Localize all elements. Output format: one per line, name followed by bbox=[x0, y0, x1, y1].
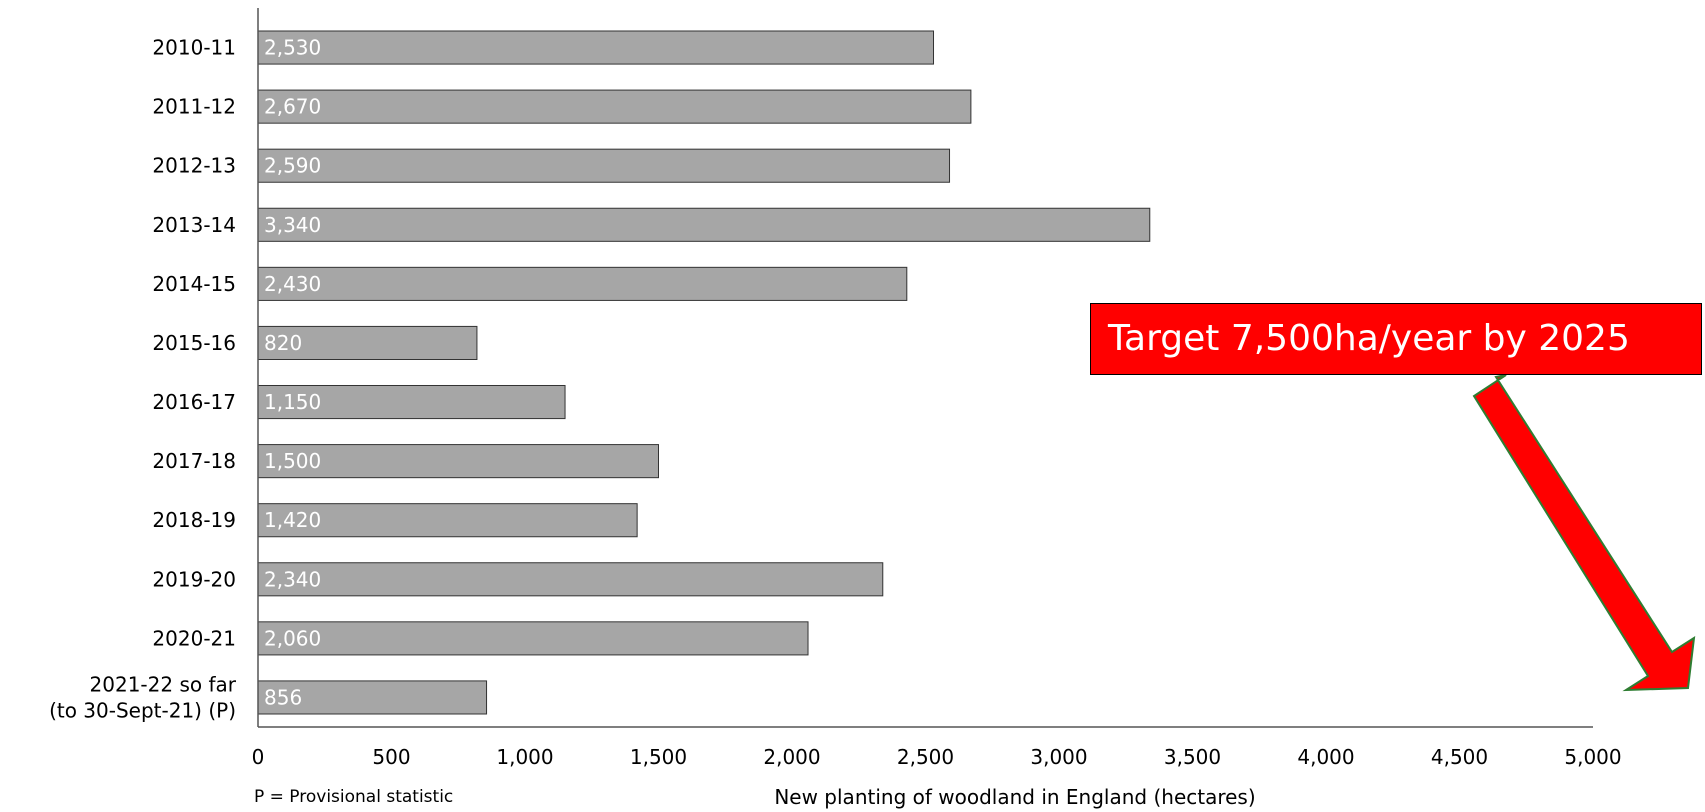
bar bbox=[257, 444, 659, 479]
category-label: 2018-19 bbox=[152, 508, 236, 532]
x-tick-label: 4,000 bbox=[1297, 745, 1354, 769]
bar bbox=[257, 30, 935, 65]
bar-value-label: 2,340 bbox=[264, 567, 321, 591]
x-tick-label: 5,000 bbox=[1564, 745, 1621, 769]
target-arrow bbox=[1472, 374, 1696, 692]
bar-value-label: 820 bbox=[264, 331, 302, 355]
category-label-line: 2016-17 bbox=[152, 390, 236, 414]
bar-value-label: 1,420 bbox=[264, 508, 321, 532]
target-annotation-text: Target 7,500ha/year by 2025 bbox=[1108, 318, 1630, 359]
bar-value-label: 2,530 bbox=[264, 36, 321, 60]
category-label: 2015-16 bbox=[152, 331, 236, 355]
category-label: 2014-15 bbox=[152, 272, 236, 296]
x-tick-label: 1,500 bbox=[630, 745, 687, 769]
bar bbox=[257, 621, 809, 656]
category-label: 2013-14 bbox=[152, 213, 236, 237]
bar bbox=[257, 266, 908, 301]
category-label-line: 2019-20 bbox=[152, 567, 236, 591]
bar-value-label: 856 bbox=[264, 685, 302, 709]
bar-value-label: 2,670 bbox=[264, 95, 321, 119]
category-label-line: 2021-22 so far bbox=[90, 672, 237, 696]
x-tick-label: 3,500 bbox=[1164, 745, 1221, 769]
x-tick-label: 1,000 bbox=[496, 745, 553, 769]
bar bbox=[257, 89, 972, 124]
category-label-line: (to 30-Sept-21) (P) bbox=[49, 698, 236, 722]
bar bbox=[257, 384, 566, 420]
category-label: 2010-11 bbox=[152, 36, 236, 60]
category-label-line: 2010-11 bbox=[152, 36, 236, 60]
x-tick-label: 2,000 bbox=[763, 745, 820, 769]
x-tick-label: 2,500 bbox=[897, 745, 954, 769]
x-tick-label: 4,500 bbox=[1431, 745, 1488, 769]
x-tick-label: 500 bbox=[372, 745, 410, 769]
category-label: 2012-13 bbox=[152, 154, 236, 178]
category-label: 2011-12 bbox=[152, 95, 236, 119]
bar bbox=[257, 503, 638, 538]
x-tick-label: 0 bbox=[252, 745, 265, 769]
category-label: 2021-22 so far (to 30-Sept-21) (P) bbox=[49, 672, 237, 722]
category-label-line: 2017-18 bbox=[152, 449, 236, 473]
bar-value-label: 1,500 bbox=[264, 449, 321, 473]
category-label-line: 2011-12 bbox=[152, 95, 236, 119]
category-label-line: 2012-13 bbox=[152, 154, 236, 178]
category-label-line: 2018-19 bbox=[152, 508, 236, 532]
bar-value-label: 1,150 bbox=[264, 390, 321, 414]
category-label-line: 2015-16 bbox=[152, 331, 236, 355]
bar bbox=[257, 148, 951, 183]
category-label-line: 2013-14 bbox=[152, 213, 236, 237]
bar-value-label: 3,340 bbox=[264, 213, 321, 237]
category-label: 2020-21 bbox=[152, 626, 236, 650]
bars-layer: 2,530 2,670 2,590 3,340 2,430 820 1,150 1,500 1,… bbox=[257, 30, 1151, 715]
bar-value-label: 2,590 bbox=[264, 154, 321, 178]
category-label: 2016-17 bbox=[152, 390, 236, 414]
bar bbox=[257, 207, 1151, 242]
x-tick-labels: 0 500 1,000 1,500 2,000 2,500 3,000 3,500 4,000 4… bbox=[252, 745, 1622, 769]
provisional-note: P = Provisional statistic bbox=[254, 787, 453, 807]
bar-value-label: 2,060 bbox=[264, 626, 321, 650]
bar bbox=[257, 680, 488, 715]
bar bbox=[257, 562, 884, 597]
bar bbox=[257, 325, 478, 361]
category-label: 2017-18 bbox=[152, 449, 236, 473]
x-axis-title: New planting of woodland in England (hec… bbox=[774, 785, 1255, 809]
category-label: 2019-20 bbox=[152, 567, 236, 591]
category-label-line: 2020-21 bbox=[152, 626, 236, 650]
category-label-line: 2014-15 bbox=[152, 272, 236, 296]
target-annotation-box: Target 7,500ha/year by 2025 bbox=[1090, 303, 1702, 375]
category-labels: 2010-11 2011-12 2012-13 2013-14 2014-15 2015-… bbox=[49, 36, 237, 723]
x-tick-label: 3,000 bbox=[1030, 745, 1087, 769]
bar-value-label: 2,430 bbox=[264, 272, 321, 296]
